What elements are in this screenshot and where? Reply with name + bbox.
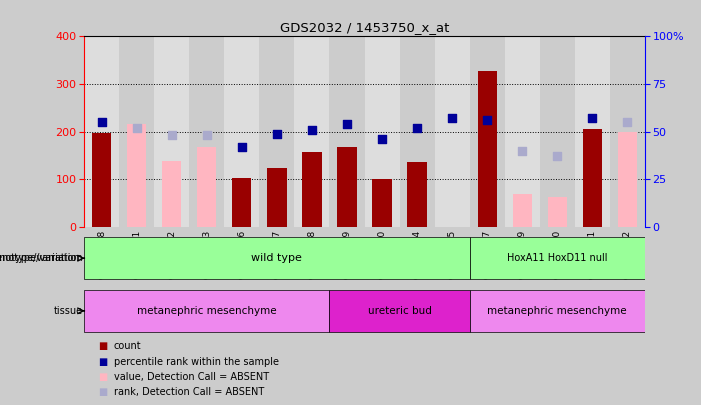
Bar	[197, 147, 217, 227]
Bar	[435, 36, 470, 227]
Point	[482, 117, 493, 124]
Bar	[294, 36, 329, 227]
Title: GDS2032 / 1453750_x_at: GDS2032 / 1453750_x_at	[280, 21, 449, 34]
Bar	[84, 290, 329, 332]
Bar	[302, 152, 322, 227]
Point	[552, 153, 563, 160]
Text: count: count	[114, 341, 141, 351]
Point	[201, 132, 212, 139]
Bar	[470, 36, 505, 227]
Bar	[547, 197, 567, 227]
Text: ■: ■	[98, 357, 107, 367]
Text: ■: ■	[98, 341, 107, 351]
Text: ■: ■	[98, 388, 107, 397]
Bar	[610, 36, 645, 227]
Bar	[337, 147, 357, 227]
Bar	[84, 237, 470, 279]
Bar	[92, 133, 111, 227]
Point	[447, 115, 458, 122]
Point	[131, 125, 142, 131]
Point	[411, 125, 423, 131]
Bar	[267, 168, 287, 227]
Text: genotype/variation: genotype/variation	[0, 253, 83, 263]
Bar	[119, 36, 154, 227]
Point	[166, 132, 177, 139]
Bar	[470, 237, 645, 279]
Point	[96, 119, 107, 126]
Text: wild type: wild type	[252, 253, 302, 263]
Bar	[477, 71, 497, 227]
Text: metanephric mesenchyme: metanephric mesenchyme	[487, 306, 627, 316]
Point	[622, 119, 633, 126]
Bar	[84, 36, 119, 227]
Text: HoxA11 HoxD11 null: HoxA11 HoxD11 null	[507, 253, 608, 263]
Point	[306, 126, 318, 133]
Bar	[372, 179, 392, 227]
Text: metanephric mesenchyme: metanephric mesenchyme	[137, 306, 277, 316]
Point	[517, 147, 528, 154]
Point	[587, 115, 598, 122]
Bar	[505, 36, 540, 227]
Text: rank, Detection Call = ABSENT: rank, Detection Call = ABSENT	[114, 388, 264, 397]
Bar	[154, 36, 189, 227]
Bar	[232, 178, 252, 227]
Text: genotype/variation: genotype/variation	[0, 253, 81, 263]
Bar	[400, 36, 435, 227]
Text: value, Detection Call = ABSENT: value, Detection Call = ABSENT	[114, 372, 268, 382]
Bar	[259, 36, 294, 227]
Bar	[470, 290, 645, 332]
Bar	[512, 194, 532, 227]
Bar	[618, 132, 637, 227]
Bar	[329, 36, 365, 227]
Bar	[162, 161, 182, 227]
Bar	[329, 290, 470, 332]
Point	[236, 144, 247, 150]
Text: percentile rank within the sample: percentile rank within the sample	[114, 357, 278, 367]
Bar	[127, 124, 147, 227]
Text: tissue: tissue	[53, 306, 83, 316]
Bar	[224, 36, 259, 227]
Bar	[365, 36, 400, 227]
Point	[376, 136, 388, 143]
Bar	[189, 36, 224, 227]
Text: ureteric bud: ureteric bud	[367, 306, 432, 316]
Point	[341, 121, 353, 127]
Text: ■: ■	[98, 372, 107, 382]
Bar	[575, 36, 610, 227]
Bar	[583, 129, 602, 227]
Point	[271, 130, 283, 137]
Bar	[540, 36, 575, 227]
Bar	[407, 162, 427, 227]
